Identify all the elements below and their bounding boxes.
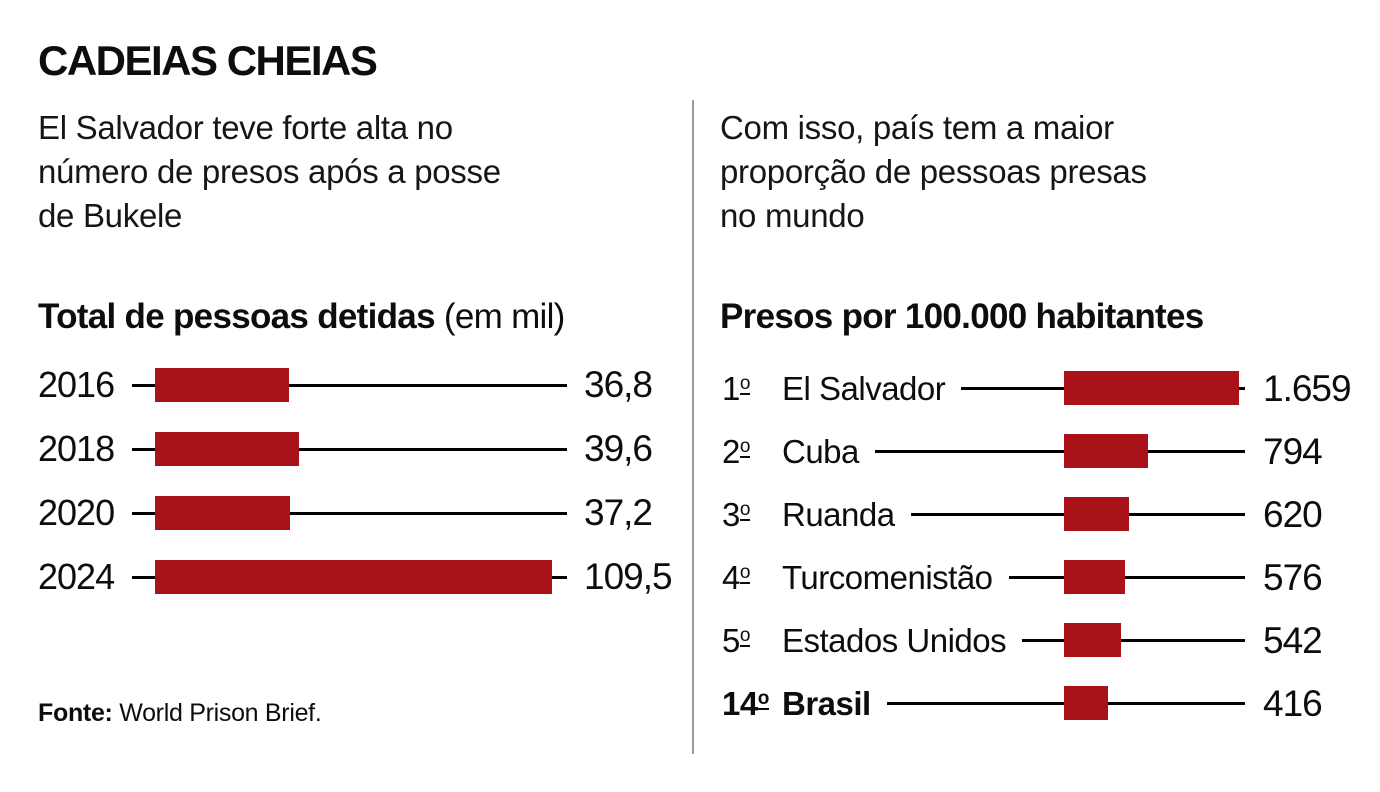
rank-label: 2o (722, 433, 782, 471)
value-bar (1064, 686, 1108, 720)
value-label: 37,2 (584, 492, 653, 533)
country-label: Turcomenistão (782, 558, 993, 596)
left-subtitle-line-2: número de presos após a posse (38, 153, 501, 190)
left-chart-row: 2024 109,5 (38, 545, 673, 609)
left-subtitle: El Salvador teve forte alta no número de… (38, 106, 501, 238)
column-divider (692, 100, 694, 754)
rank-label: 5o (722, 622, 782, 660)
right-chart-title: Presos por 100.000 habitantes (720, 297, 1204, 336)
left-chart-title: Total de pessoas detidas (em mil) (38, 296, 565, 338)
country-label: Ruanda (782, 495, 895, 533)
value-bar (155, 432, 299, 466)
source-label: Fonte: (38, 699, 113, 727)
leader-line (1022, 639, 1245, 642)
left-chart-title-note: (em mil) (443, 297, 565, 336)
right-subtitle: Com isso, país tem a maior proporção de … (720, 106, 1147, 238)
value-bar (1064, 434, 1148, 468)
source-note: Fonte: World Prison Brief. (38, 699, 322, 728)
left-chart-row: 2018 39,6 (38, 417, 653, 481)
value-bar (155, 496, 290, 530)
value-bar (1064, 371, 1239, 405)
year-label: 2020 (38, 492, 115, 533)
rank-label: 4o (722, 559, 782, 597)
value-label: 794 (1263, 430, 1323, 472)
right-subtitle-line-1: Com isso, país tem a maior (720, 109, 1114, 146)
value-bar (155, 368, 289, 402)
value-bar (1064, 497, 1129, 531)
rank-ordinal-icon: o (757, 687, 769, 710)
right-subtitle-line-3: no mundo (720, 197, 865, 234)
value-label: 542 (1263, 619, 1323, 661)
rank-number: 3 (722, 495, 740, 533)
value-bar (1064, 623, 1121, 657)
value-label: 576 (1263, 556, 1323, 598)
rank-ordinal-icon: o (739, 498, 750, 521)
country-label: Cuba (782, 432, 859, 470)
left-subtitle-line-1: El Salvador teve forte alta no (38, 109, 453, 146)
left-chart-title-bold: Total de pessoas detidas (38, 297, 436, 336)
right-chart-row: 5o Estados Unidos 542 (722, 609, 1323, 672)
leader-line (874, 450, 1245, 453)
rank-label: 14o (722, 685, 782, 723)
value-label: 39,6 (584, 428, 653, 469)
source-text: World Prison Brief. (119, 699, 322, 727)
country-label: Estados Unidos (782, 621, 1007, 659)
value-label: 109,5 (584, 556, 673, 597)
right-chart-row: 3o Ruanda 620 (722, 483, 1323, 546)
right-chart-row: 4o Turcomenistão 576 (722, 546, 1323, 609)
left-chart-row: 2016 36,8 (38, 353, 653, 417)
country-label: Brasil (782, 684, 871, 722)
right-chart-row: 1o El Salvador 1.659 (722, 357, 1352, 420)
rank-number: 14 (722, 684, 758, 722)
rank-ordinal-icon: o (739, 372, 750, 395)
rank-number: 4 (722, 558, 740, 596)
value-bar (155, 560, 552, 594)
rank-number: 1 (722, 369, 740, 407)
left-chart-row: 2020 37,2 (38, 481, 653, 545)
rank-number: 2 (722, 432, 740, 470)
value-label: 36,8 (584, 364, 653, 405)
leader-line (132, 383, 567, 387)
rank-number: 5 (722, 621, 740, 659)
page-title: CADEIAS CHEIAS (38, 37, 378, 84)
value-label: 1.659 (1263, 367, 1352, 409)
year-label: 2016 (38, 364, 115, 405)
value-label: 620 (1263, 493, 1323, 535)
leader-line (132, 511, 567, 515)
year-label: 2018 (38, 428, 115, 469)
rank-label: 1o (722, 370, 782, 408)
left-subtitle-line-3: de Bukele (38, 197, 183, 234)
rank-ordinal-icon: o (739, 624, 750, 647)
right-subtitle-line-2: proporção de pessoas presas (720, 153, 1147, 190)
year-label: 2024 (38, 556, 115, 597)
rank-label: 3o (722, 496, 782, 534)
rank-ordinal-icon: o (739, 435, 750, 458)
leader-line (1008, 576, 1245, 579)
right-chart-row: 2o Cuba 794 (722, 420, 1323, 483)
right-chart-row: 14o Brasil 416 (722, 672, 1323, 735)
rank-ordinal-icon: o (739, 561, 750, 584)
country-label: El Salvador (782, 369, 946, 407)
value-bar (1064, 560, 1125, 594)
leader-line (132, 447, 567, 451)
value-label: 416 (1263, 682, 1323, 724)
